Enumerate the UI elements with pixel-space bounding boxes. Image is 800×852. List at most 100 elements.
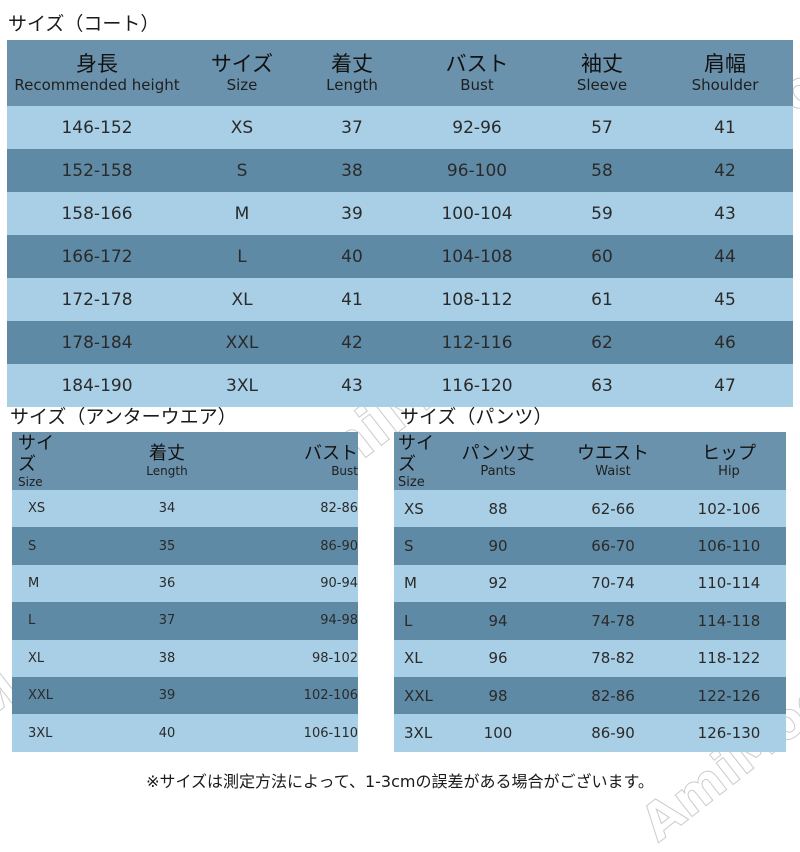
table-row: 3XL 40 106-110 xyxy=(12,714,358,752)
coat-cell: 41 xyxy=(714,117,736,138)
under-header-jp: サイズ xyxy=(18,432,54,475)
under-cell: S xyxy=(28,538,37,554)
table-row: 184-190 3XL 43 116-120 63 47 xyxy=(7,364,793,407)
pants-header-en: Pants xyxy=(480,464,516,479)
coat-cell: 45 xyxy=(714,289,736,310)
under-cell: M xyxy=(28,575,40,591)
coat-cell: XXL xyxy=(225,332,259,353)
table-row: 158-166 M 39 100-104 59 43 xyxy=(7,192,793,235)
under-cell: XXL xyxy=(28,688,54,704)
under-header-cell: バスト Bust xyxy=(270,443,358,479)
coat-cell: 42 xyxy=(341,332,363,353)
pants-cell: M xyxy=(404,574,417,593)
coat-header-en: Size xyxy=(226,76,258,94)
under-cell: 40 xyxy=(158,725,176,741)
pants-cell: 88 xyxy=(488,499,508,518)
coat-cell: 57 xyxy=(591,117,613,138)
coat-cell: 100-104 xyxy=(441,203,513,224)
table-row: S 35 86-90 xyxy=(12,527,358,565)
pants-title: サイズ（パンツ） xyxy=(400,406,553,428)
table-row: XL 38 98-102 xyxy=(12,639,358,677)
table-row: S 90 66-70 106-110 xyxy=(394,527,786,565)
coat-cell: 108-112 xyxy=(441,289,513,310)
pants-cell: 66-70 xyxy=(591,537,635,556)
under-cell: 36 xyxy=(158,575,176,591)
coat-cell: 104-108 xyxy=(441,246,513,267)
measurement-note: ※サイズは測定方法によって、1-3cmの誤差がある場合がございます。 xyxy=(146,772,654,791)
under-header-cell: 着丈 Length xyxy=(64,443,270,479)
coat-cell: 96-100 xyxy=(446,160,508,181)
under-header-en: Length xyxy=(146,464,188,478)
coat-header-cell: バスト Bust xyxy=(407,52,547,94)
coat-cell: 60 xyxy=(591,246,613,267)
table-row: XS 34 82-86 xyxy=(12,490,358,528)
table-row: L 94 74-78 114-118 xyxy=(394,602,786,640)
table-row: XS 88 62-66 102-106 xyxy=(394,490,786,528)
pants-cell: 118-122 xyxy=(697,649,761,668)
pants-cell: 74-78 xyxy=(591,611,635,630)
under-cell: 35 xyxy=(158,538,176,554)
table-row: 178-184 XXL 42 112-116 62 46 xyxy=(7,321,793,364)
coat-cell: 3XL xyxy=(226,375,258,396)
under-cell: 37 xyxy=(158,613,176,629)
coat-cell: 44 xyxy=(714,246,736,267)
under-header-jp: 着丈 xyxy=(149,443,185,464)
coat-header-en: Sleeve xyxy=(576,76,628,94)
pants-cell: 122-126 xyxy=(697,686,761,705)
coat-header-cell: 肩幅 Shoulder xyxy=(657,52,793,94)
pants-header-cell: パンツ丈 Pants xyxy=(442,443,554,479)
coat-header-jp: 袖丈 xyxy=(581,52,623,76)
coat-cell: 146-152 xyxy=(61,117,133,138)
pants-cell: 114-118 xyxy=(697,611,761,630)
coat-cell: 46 xyxy=(714,332,736,353)
coat-cell: 40 xyxy=(341,246,363,267)
pants-header-jp: サイズ xyxy=(398,432,434,475)
coat-cell: 58 xyxy=(591,160,613,181)
coat-cell: S xyxy=(236,160,248,181)
coat-header-cell: サイズ Size xyxy=(187,52,297,94)
under-cell: 102-106 xyxy=(303,688,358,704)
coat-header-jp: バスト xyxy=(445,52,509,76)
pants-cell: 102-106 xyxy=(697,499,761,518)
under-cell: 86-90 xyxy=(320,538,358,554)
coat-cell: L xyxy=(237,246,247,267)
under-cell: 94-98 xyxy=(320,613,358,629)
pants-cell: 106-110 xyxy=(697,537,761,556)
coat-cell: 38 xyxy=(341,160,363,181)
pants-header-cell: ヒップ Hip xyxy=(672,443,786,479)
coat-cell: 42 xyxy=(714,160,736,181)
table-row: XXL 39 102-106 xyxy=(12,677,358,715)
coat-header-en: Shoulder xyxy=(691,76,759,94)
under-header-row: サイズ Size 着丈 Length バスト Bust xyxy=(12,432,358,490)
pants-cell: 82-86 xyxy=(591,686,635,705)
under-cell: 106-110 xyxy=(303,725,358,741)
coat-cell: 166-172 xyxy=(61,246,133,267)
coat-cell: 43 xyxy=(341,375,363,396)
under-cell: 38 xyxy=(158,650,176,666)
under-header-cell: サイズ Size xyxy=(12,433,64,490)
coat-cell: 178-184 xyxy=(61,332,133,353)
table-row: M 36 90-94 xyxy=(12,564,358,603)
under-cell: XL xyxy=(28,650,45,666)
pants-cell: 126-130 xyxy=(697,724,761,743)
pants-header-row: サイズ Size パンツ丈 Pants ウエスト Waist ヒップ Hip xyxy=(394,432,786,490)
under-header-jp: バスト xyxy=(304,443,358,464)
pants-header-cell: サイズ Size xyxy=(394,433,442,490)
coat-cell: XS xyxy=(230,117,254,138)
coat-cell: 37 xyxy=(341,117,363,138)
pants-cell: XL xyxy=(404,649,423,668)
pants-header-en: Waist xyxy=(595,464,631,479)
table-row: L 37 94-98 xyxy=(12,602,358,640)
coat-cell: 158-166 xyxy=(61,203,133,224)
coat-header-jp: 身長 xyxy=(76,52,118,76)
table-row: 166-172 L 40 104-108 60 44 xyxy=(7,235,793,278)
coat-cell: 47 xyxy=(714,375,736,396)
pants-cell: 92 xyxy=(488,574,508,593)
pants-header-jp: ヒップ xyxy=(702,443,756,464)
under-size-table: サイズ Size 着丈 Length バスト Bust XS 34 82-86 S 35 86-90 M… xyxy=(12,432,358,752)
pants-cell: L xyxy=(404,611,413,630)
pants-cell: 86-90 xyxy=(591,724,635,743)
coat-size-table: 身長 Recommended height サイズ Size 着丈 Length バスト Bu… xyxy=(7,40,793,407)
table-row: M 92 70-74 110-114 xyxy=(394,564,786,603)
table-row: 146-152 XS 37 92-96 57 41 xyxy=(7,106,793,149)
